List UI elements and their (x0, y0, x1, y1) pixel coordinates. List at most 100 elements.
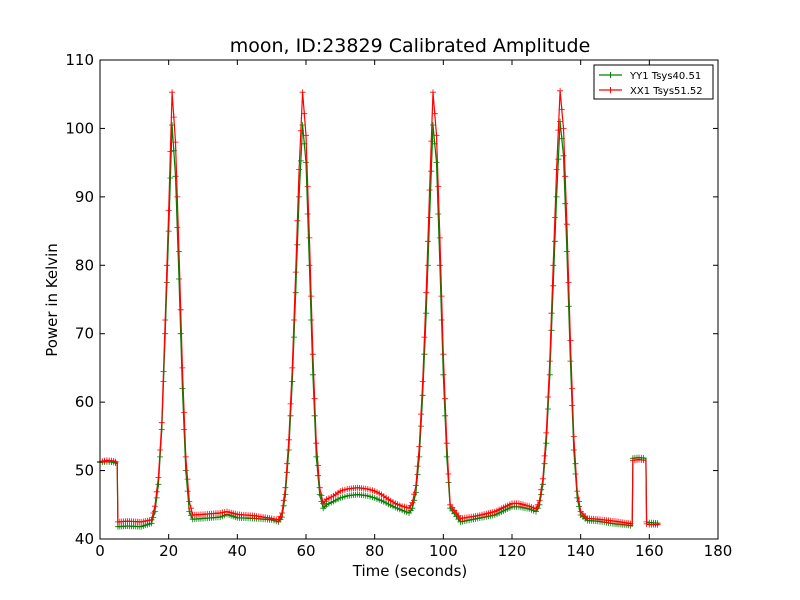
data-point (294, 241, 301, 248)
data-point (428, 138, 435, 145)
data-point (313, 453, 320, 460)
y-tick-label: 50 (75, 462, 94, 480)
data-point (440, 371, 447, 378)
data-point (553, 193, 560, 200)
data-point (643, 520, 650, 527)
data-point (436, 262, 443, 269)
data-point (570, 447, 577, 453)
data-point (428, 168, 435, 175)
data-point (174, 224, 181, 231)
data-point (409, 499, 416, 506)
data-point (306, 234, 313, 241)
series-markers (97, 118, 661, 530)
data-point (438, 293, 445, 300)
data-point (167, 148, 174, 155)
data-point (169, 89, 176, 96)
data-point (279, 510, 285, 516)
data-point (301, 110, 308, 117)
data-point (309, 371, 316, 378)
data-point (313, 440, 320, 447)
data-point (172, 139, 179, 146)
legend-box (593, 64, 714, 100)
data-point (562, 173, 569, 180)
data-point (277, 513, 284, 520)
series-layer (97, 87, 661, 530)
data-point (423, 310, 430, 317)
data-point (640, 457, 647, 464)
data-point (560, 125, 567, 132)
data-point (151, 503, 158, 510)
data-point (176, 276, 182, 282)
data-point (414, 463, 421, 470)
y-tick-label: 90 (75, 188, 94, 206)
data-point (172, 173, 179, 180)
x-tick-label: 140 (566, 542, 595, 560)
data-point (177, 306, 184, 313)
data-point (442, 395, 449, 402)
data-point (445, 471, 452, 477)
data-point (419, 392, 426, 399)
data-point (435, 211, 442, 217)
data-point (569, 385, 576, 392)
data-point (315, 472, 321, 479)
data-point (184, 476, 191, 483)
x-tick-label: 20 (159, 542, 178, 560)
y-tick-label: 80 (75, 256, 94, 274)
data-point (303, 132, 309, 139)
data-point (560, 152, 567, 159)
data-point (176, 248, 182, 255)
data-point (284, 460, 291, 467)
data-point (421, 334, 428, 341)
data-point (433, 159, 440, 166)
data-point (303, 159, 309, 166)
data-point (443, 440, 450, 447)
data-point (291, 317, 297, 323)
data-point (182, 467, 189, 474)
data-point (570, 433, 577, 440)
data-point (557, 87, 564, 94)
data-point (654, 521, 661, 528)
data-point (304, 211, 311, 217)
series-markers (97, 87, 661, 528)
data-point (297, 127, 304, 134)
data-point (153, 488, 160, 495)
data-point (551, 238, 558, 245)
legend-label: YY1 Tsys40.51 (629, 71, 701, 82)
data-point (167, 175, 174, 181)
data-point (289, 364, 296, 371)
data-point (574, 488, 581, 495)
data-point (440, 351, 447, 358)
data-point (548, 310, 555, 317)
data-point (160, 368, 167, 375)
y-axis-label: Power in Kelvin (43, 243, 61, 357)
data-point (541, 452, 548, 459)
data-point (567, 337, 574, 344)
data-point (188, 505, 194, 512)
data-point (416, 453, 423, 460)
data-point (292, 289, 299, 296)
data-point (443, 453, 450, 460)
x-tick-label: 160 (635, 542, 664, 560)
data-point (553, 166, 560, 173)
data-point (280, 497, 287, 504)
data-point (309, 351, 316, 358)
data-point (157, 447, 164, 453)
data-point (627, 520, 634, 527)
data-point (426, 187, 433, 193)
data-point (436, 234, 443, 241)
data-point (558, 106, 565, 113)
data-point (557, 118, 564, 125)
data-point (299, 89, 306, 96)
x-tick-label: 40 (228, 542, 247, 560)
data-point (538, 486, 545, 493)
data-point (563, 248, 570, 255)
data-point (179, 364, 186, 371)
data-point (423, 289, 430, 296)
data-point (296, 193, 303, 200)
data-point (181, 409, 188, 416)
data-point (550, 262, 557, 269)
y-axis: 40 50 60 70 80 90 100 110 (65, 51, 718, 548)
data-point (565, 303, 572, 310)
plot-area: 0 20 40 60 80 100 120 140 160 180 40 50 60 70 80 90 100… (65, 51, 732, 560)
